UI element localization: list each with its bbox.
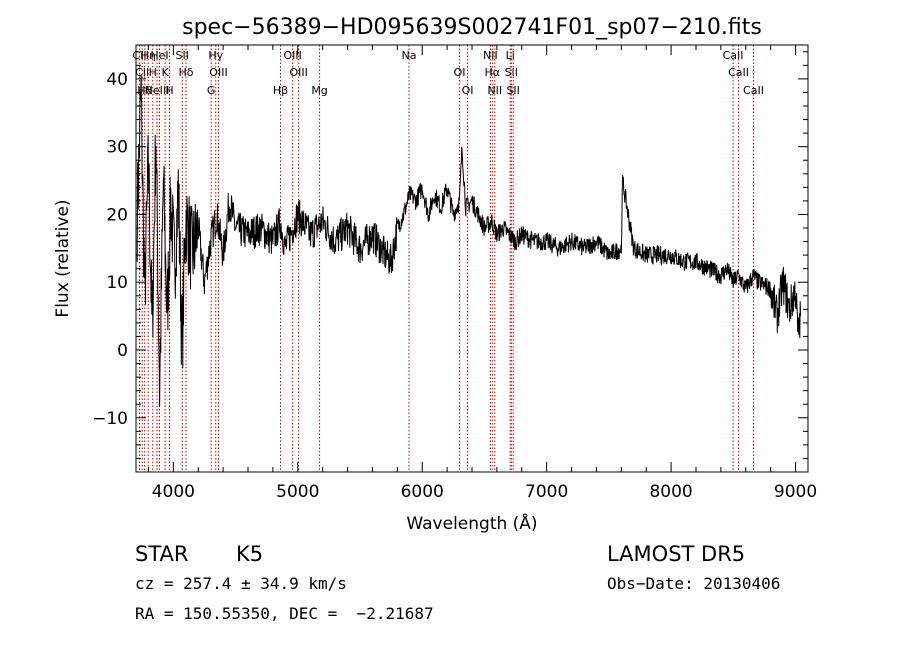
y-tick-label: 10 — [106, 273, 128, 293]
spectral-line-label: Hγ — [208, 49, 223, 62]
object-subclass: K5 — [236, 542, 264, 566]
spectral-line-label: HeI — [150, 49, 168, 62]
spectral-line-label: OIII — [289, 66, 307, 79]
spectral-line-label: Mg — [311, 84, 327, 97]
spectral-line-label: SII — [506, 84, 519, 97]
y-tick-label: 0 — [117, 341, 128, 361]
spectral-line-label: Hβ — [273, 84, 288, 97]
x-tick-label: 4000 — [152, 482, 195, 502]
y-axis-label: Flux (relative) — [53, 199, 73, 317]
chart-title: spec−56389−HD095639S002741F01_sp07−210.f… — [182, 15, 762, 40]
plot-frame — [135, 44, 809, 473]
spectral-line-label: Hη — [141, 49, 156, 62]
spectral-line-label: Hα — [485, 66, 501, 79]
spectral-line-label: H — [165, 84, 173, 97]
spectral-line-label: OIII — [209, 66, 227, 79]
spectrum-line — [136, 74, 801, 407]
spectral-line-label: NII — [487, 84, 502, 97]
spectral-line-label: G — [207, 84, 216, 97]
y-tick-label: 20 — [106, 205, 128, 225]
x-tick-label: 9000 — [774, 482, 817, 502]
spectral-line-label: OI — [462, 84, 474, 97]
x-tick-label: 7000 — [525, 482, 568, 502]
x-tick-label: 8000 — [649, 482, 692, 502]
redshift-velocity: cz = 257.4 ± 34.9 km/s — [135, 574, 347, 593]
spectral-line-label: CaII — [728, 66, 749, 79]
spectral-line-label: CaII — [723, 49, 744, 62]
x-tick-label: 5000 — [276, 482, 319, 502]
spectral-line-label: NeIII — [145, 84, 170, 97]
x-tick-label: 6000 — [401, 482, 444, 502]
spectral-line-label: OI — [454, 66, 466, 79]
spectral-line-label: OIII — [283, 49, 301, 62]
spectral-line-label: SII — [505, 66, 518, 79]
spectral-line-label: K — [162, 66, 170, 79]
spectral-line-label: H — [149, 66, 157, 79]
y-tick-label: −10 — [92, 409, 128, 429]
spectral-line-label: CII — [135, 66, 149, 79]
object-type: STAR — [135, 542, 189, 566]
spectral-line-label: NII — [483, 49, 498, 62]
spectral-line-label: CaII — [743, 84, 764, 97]
coordinates: RA = 150.55350, DEC = −2.21687 — [135, 604, 434, 623]
spectral-line-label: Hδ — [179, 66, 194, 79]
observation-date: Obs−Date: 20130406 — [607, 574, 781, 593]
spectral-line-label: SII — [176, 49, 189, 62]
spectral-line-label: Na — [402, 49, 417, 62]
y-tick-label: 30 — [106, 138, 128, 158]
y-tick-label: 40 — [106, 70, 128, 90]
x-axis-label: Wavelength (Å) — [406, 512, 537, 534]
survey-name: LAMOST DR5 — [607, 542, 746, 566]
spectral-line-label: Li — [506, 49, 515, 62]
